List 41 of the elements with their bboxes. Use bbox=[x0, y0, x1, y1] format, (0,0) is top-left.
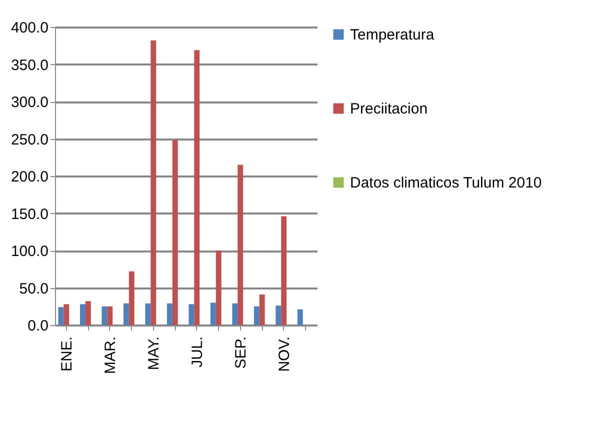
bar bbox=[107, 306, 113, 325]
legend-label: Preciitacion bbox=[350, 100, 428, 118]
bar bbox=[281, 216, 287, 325]
bar bbox=[102, 306, 108, 325]
x-tick-label: ENE. bbox=[58, 336, 76, 372]
y-tick-label: 300.0 bbox=[10, 94, 48, 111]
bar bbox=[58, 307, 64, 325]
bar bbox=[210, 302, 216, 325]
bar bbox=[276, 306, 282, 325]
bar bbox=[216, 250, 222, 325]
x-tick-label: SEP. bbox=[232, 336, 250, 369]
x-tick-label: MAY. bbox=[145, 336, 162, 370]
legend-label: Temperatura bbox=[350, 26, 435, 44]
legend-label: Datos climaticos Tulum 2010 bbox=[350, 174, 542, 192]
bar bbox=[172, 140, 178, 325]
bar bbox=[85, 301, 91, 325]
y-tick-label: 50.0 bbox=[19, 280, 48, 298]
y-tick-label: 400.0 bbox=[10, 20, 48, 36]
bar bbox=[123, 303, 129, 325]
bar bbox=[259, 294, 265, 325]
bar bbox=[145, 303, 151, 325]
bar bbox=[64, 304, 70, 325]
x-tick-label: NOV. bbox=[276, 336, 293, 372]
y-tick-label: 0.0 bbox=[28, 318, 48, 334]
y-tick-label: 250.0 bbox=[10, 131, 48, 148]
y-tick-label: 150.0 bbox=[10, 206, 48, 223]
x-tick-label: JUL. bbox=[188, 336, 206, 368]
bar bbox=[80, 304, 86, 325]
y-tick-label: 200.0 bbox=[10, 168, 48, 186]
y-tick-label: 100.0 bbox=[10, 243, 48, 260]
bar bbox=[238, 164, 244, 325]
bar bbox=[194, 50, 200, 325]
bar bbox=[166, 303, 172, 325]
y-tick-label: 350.0 bbox=[10, 56, 48, 74]
bar bbox=[188, 304, 194, 325]
bar bbox=[150, 40, 156, 325]
bar bbox=[128, 271, 134, 325]
bar bbox=[232, 303, 238, 325]
bar bbox=[297, 309, 303, 325]
x-tick-label: MAR. bbox=[102, 336, 119, 374]
bar bbox=[254, 306, 260, 325]
